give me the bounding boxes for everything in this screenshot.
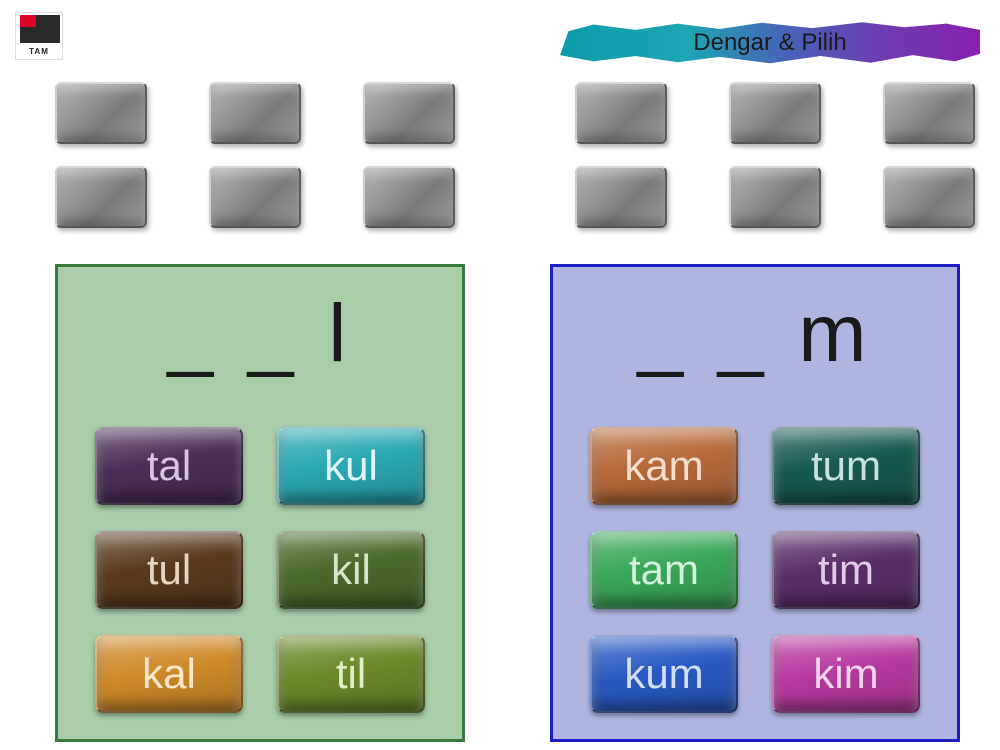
panel-m: _ _ m kamtumtamtimkumkim [550,264,960,742]
panel-l-heading: _ _ l [58,279,462,409]
panel-m-buttons: kamtumtamtimkumkim [553,427,957,713]
m-button-kim[interactable]: kim [772,635,920,713]
audio-tile[interactable] [55,82,147,144]
m-button-tim[interactable]: tim [772,531,920,609]
m-button-kam[interactable]: kam [590,427,738,505]
audio-tile[interactable] [363,82,455,144]
audio-tile[interactable] [729,82,821,144]
m-button-tum[interactable]: tum [772,427,920,505]
l-button-til[interactable]: til [277,635,425,713]
l-button-tul[interactable]: tul [95,531,243,609]
l-button-kil[interactable]: kil [277,531,425,609]
audio-tile[interactable] [729,166,821,228]
m-button-tam[interactable]: tam [590,531,738,609]
audio-tile-grid [55,82,965,250]
panel-l: _ _ l talkultulkilkaltil [55,264,465,742]
audio-tile[interactable] [209,166,301,228]
audio-tile[interactable] [55,166,147,228]
l-button-tal[interactable]: tal [95,427,243,505]
audio-tile[interactable] [575,166,667,228]
m-button-kum[interactable]: kum [590,635,738,713]
logo-text: TAM [16,47,62,56]
logo: TAM [15,12,63,60]
panel-m-heading: _ _ m [553,279,957,409]
audio-tile[interactable] [883,166,975,228]
audio-tile[interactable] [575,82,667,144]
panel-l-buttons: talkultulkilkaltil [58,427,462,713]
audio-tile[interactable] [209,82,301,144]
audio-tile[interactable] [883,82,975,144]
l-button-kul[interactable]: kul [277,427,425,505]
audio-tile[interactable] [363,166,455,228]
l-button-kal[interactable]: kal [95,635,243,713]
page-title: Dengar & Pilih [560,20,980,65]
